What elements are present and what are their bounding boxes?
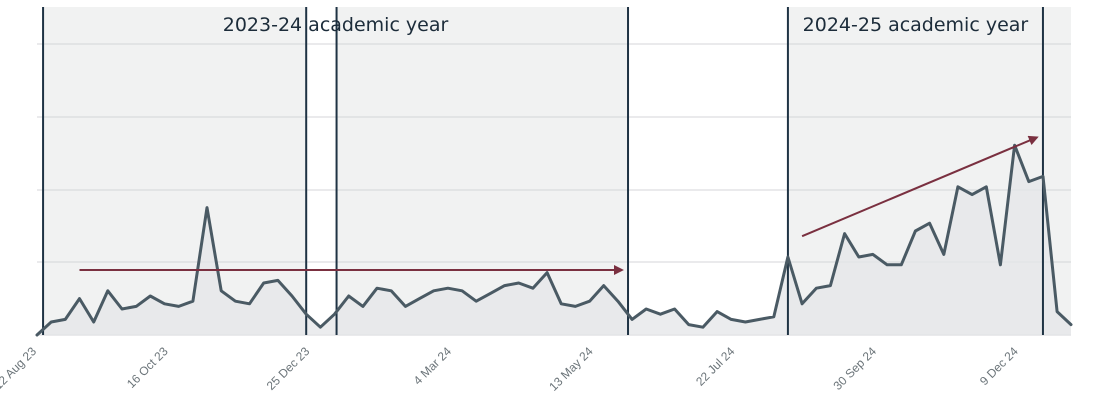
x-tick-label: 16 Oct 23 — [124, 344, 171, 391]
series-lines — [35, 143, 1073, 337]
x-tick-label: 9 Dec 24 — [977, 344, 1021, 388]
period-titles: 2023-24 academic year 2024-25 academic ye… — [223, 14, 1029, 36]
academic-year-band — [336, 7, 629, 335]
series-area — [37, 145, 1071, 335]
trend-arrows — [79, 135, 1039, 275]
period-title: 2024-25 academic year — [803, 14, 1029, 36]
x-tick-label: 30 Sep 24 — [831, 344, 880, 393]
x-axis-ticks: 12 Aug 23 16 Oct 23 25 Dec 23 4 Mar 24 13 Ma… — [0, 344, 1021, 394]
period-title: 2023-24 academic year — [223, 14, 449, 36]
x-tick-label: 4 Mar 24 — [411, 344, 455, 388]
academic-year-band — [43, 7, 307, 335]
series-line — [35, 143, 1073, 337]
trend-arrow — [801, 135, 1039, 238]
series-area-fill — [37, 145, 1071, 335]
x-tick-label: 25 Dec 23 — [264, 344, 313, 393]
x-tick-label: 12 Aug 23 — [0, 344, 39, 392]
x-tick-label: 13 May 24 — [546, 344, 596, 394]
x-tick-label: 22 Jul 24 — [693, 344, 738, 389]
period-boundaries — [42, 7, 1044, 335]
